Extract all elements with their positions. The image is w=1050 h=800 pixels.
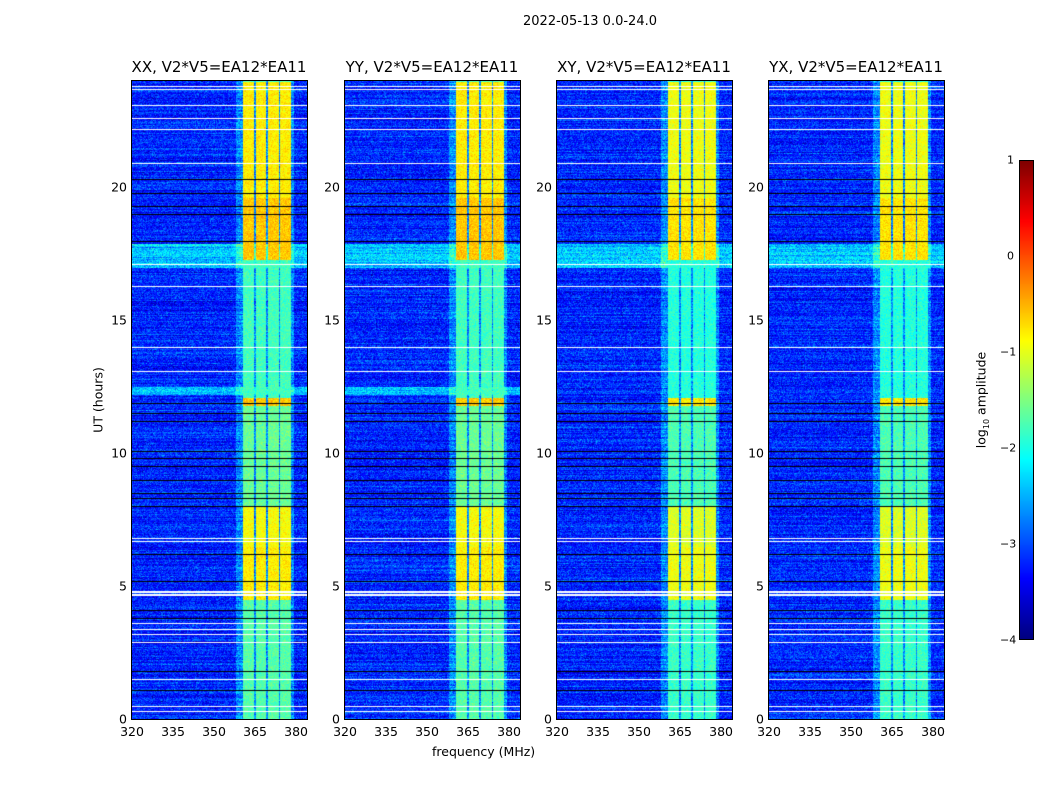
x-tick-label: 335 xyxy=(161,724,185,739)
y-tick-label: 5 xyxy=(332,578,340,594)
x-tick-label: 380 xyxy=(284,724,308,739)
heatmap-canvas xyxy=(769,81,944,719)
y-tick-label: 5 xyxy=(544,578,552,594)
panel-title: XY, V2*V5=EA12*EA11 xyxy=(557,58,731,76)
y-tick-label: 15 xyxy=(111,312,127,328)
waterfall-panel xyxy=(344,80,521,720)
colorbar-tick-label: 0 xyxy=(1007,249,1014,263)
y-tick-label: 0 xyxy=(332,711,340,727)
y-tick-label: 0 xyxy=(756,711,764,727)
x-tick-label: 365 xyxy=(456,724,480,739)
y-tick-label: 20 xyxy=(536,179,552,195)
y-axis-label: UT (hours) xyxy=(90,367,106,433)
y-tick-label: 5 xyxy=(756,578,764,594)
heatmap-canvas xyxy=(345,81,520,719)
x-tick-label: 365 xyxy=(880,724,904,739)
heatmap-canvas xyxy=(557,81,732,719)
y-tick-label: 15 xyxy=(324,312,340,328)
y-tick-label: 20 xyxy=(324,179,340,195)
x-tick-label: 380 xyxy=(921,724,945,739)
x-tick-label: 350 xyxy=(415,724,439,739)
x-tick-label: 365 xyxy=(668,724,692,739)
colorbar-tick-label: −2 xyxy=(1000,441,1017,455)
waterfall-panel xyxy=(556,80,733,720)
colorbar-tick-label: −4 xyxy=(1000,633,1017,647)
y-tick-label: 10 xyxy=(536,445,552,461)
figure-title: 2022-05-13 0.0-24.0 xyxy=(523,14,657,29)
x-axis-label: frequency (MHz) xyxy=(432,744,536,759)
y-tick-label: 10 xyxy=(748,445,764,461)
x-tick-label: 320 xyxy=(545,724,569,739)
x-tick-label: 335 xyxy=(374,724,398,739)
waterfall-panel xyxy=(768,80,945,720)
colorbar-tick-label: 1 xyxy=(1007,153,1014,167)
colorbar-tick-label: −3 xyxy=(1000,537,1017,551)
x-tick-label: 380 xyxy=(709,724,733,739)
y-tick-label: 0 xyxy=(119,711,127,727)
x-tick-label: 350 xyxy=(627,724,651,739)
waterfall-panel xyxy=(131,80,308,720)
colorbar xyxy=(1019,160,1034,640)
x-tick-label: 320 xyxy=(757,724,781,739)
panel-title: XX, V2*V5=EA12*EA11 xyxy=(131,58,307,76)
colorbar-label: log10 amplitude xyxy=(973,351,991,449)
y-tick-label: 15 xyxy=(748,312,764,328)
y-tick-label: 20 xyxy=(111,179,127,195)
x-tick-label: 350 xyxy=(202,724,226,739)
x-tick-label: 365 xyxy=(243,724,267,739)
panel-title: YX, V2*V5=EA12*EA11 xyxy=(769,58,943,76)
x-tick-label: 350 xyxy=(839,724,863,739)
x-tick-label: 320 xyxy=(120,724,144,739)
colorbar-tick-label: −1 xyxy=(1000,345,1017,359)
y-tick-label: 10 xyxy=(324,445,340,461)
y-tick-label: 0 xyxy=(544,711,552,727)
y-tick-label: 15 xyxy=(536,312,552,328)
y-tick-label: 5 xyxy=(119,578,127,594)
x-tick-label: 335 xyxy=(798,724,822,739)
heatmap-canvas xyxy=(132,81,307,719)
panel-title: YY, V2*V5=EA12*EA11 xyxy=(345,58,519,76)
x-tick-label: 380 xyxy=(497,724,521,739)
y-tick-label: 10 xyxy=(111,445,127,461)
x-tick-label: 320 xyxy=(333,724,357,739)
y-tick-label: 20 xyxy=(748,179,764,195)
x-tick-label: 335 xyxy=(586,724,610,739)
